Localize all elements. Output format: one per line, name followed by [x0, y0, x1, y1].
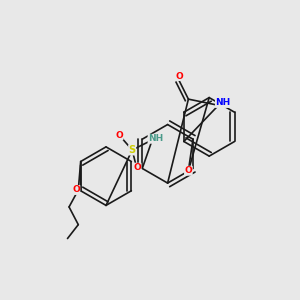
Text: NH: NH: [148, 134, 163, 143]
Text: O: O: [115, 131, 123, 140]
Text: O: O: [133, 163, 141, 172]
Text: O: O: [184, 166, 192, 175]
Text: O: O: [72, 185, 80, 194]
Text: O: O: [175, 71, 183, 80]
Text: S: S: [129, 145, 136, 155]
Text: NH: NH: [215, 98, 231, 107]
